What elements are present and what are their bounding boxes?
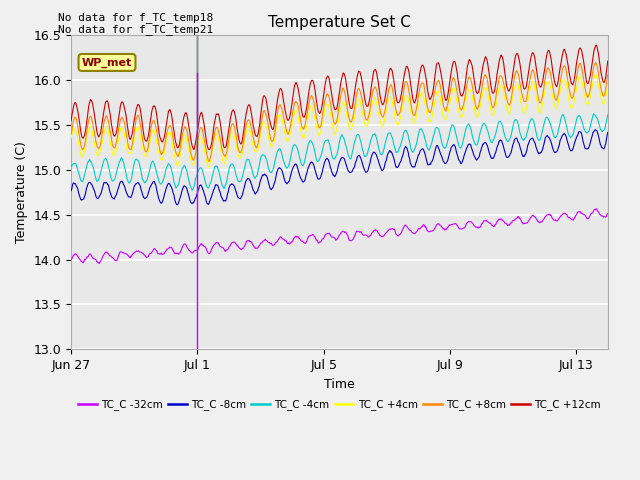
TC_C +4cm xyxy=(380,122,387,128)
TC_C +4cm xyxy=(591,72,599,78)
TC_C -8cm xyxy=(410,164,417,169)
TC_C -8cm xyxy=(592,127,600,132)
TC_C -32cm xyxy=(95,261,103,266)
Text: WP_met: WP_met xyxy=(82,57,132,68)
TC_C +12cm xyxy=(67,118,75,123)
Line: TC_C +8cm: TC_C +8cm xyxy=(71,62,608,161)
TC_C -4cm xyxy=(410,148,417,154)
TC_C +4cm xyxy=(410,119,417,125)
TC_C -4cm xyxy=(188,187,196,193)
TC_C +4cm xyxy=(100,129,108,135)
TC_C +8cm xyxy=(67,131,75,137)
TC_C -32cm xyxy=(604,211,612,216)
TC_C +4cm xyxy=(394,121,401,127)
TC_C +12cm xyxy=(410,98,417,104)
TC_C -4cm xyxy=(380,147,387,153)
TC_C -32cm xyxy=(593,206,600,212)
TC_C +4cm xyxy=(604,84,612,89)
TC_C -32cm xyxy=(410,230,417,236)
TC_C +12cm xyxy=(100,107,108,113)
TC_C -32cm xyxy=(530,214,538,219)
TC_C +12cm xyxy=(530,52,538,58)
Line: TC_C -8cm: TC_C -8cm xyxy=(71,130,608,205)
Line: TC_C -4cm: TC_C -4cm xyxy=(71,114,608,190)
TC_C +12cm xyxy=(205,147,213,153)
TC_C -8cm xyxy=(67,188,75,193)
TC_C -32cm xyxy=(394,233,401,239)
TC_C +8cm xyxy=(394,113,401,119)
TC_C -8cm xyxy=(530,138,538,144)
TC_C +8cm xyxy=(475,102,483,108)
TC_C +4cm xyxy=(475,109,483,115)
TC_C -32cm xyxy=(475,224,483,230)
TC_C +8cm xyxy=(592,60,600,65)
TC_C -4cm xyxy=(590,111,598,117)
TC_C -4cm xyxy=(604,112,612,118)
Title: Temperature Set C: Temperature Set C xyxy=(268,15,411,30)
TC_C +8cm xyxy=(410,112,417,118)
Line: TC_C -32cm: TC_C -32cm xyxy=(71,209,608,264)
TC_C +8cm xyxy=(205,158,212,164)
TC_C -8cm xyxy=(475,155,483,160)
TC_C -32cm xyxy=(67,257,75,263)
TC_C -8cm xyxy=(604,130,612,135)
TC_C -8cm xyxy=(173,202,181,208)
TC_C -8cm xyxy=(100,180,108,185)
TC_C -4cm xyxy=(530,119,538,125)
TC_C +4cm xyxy=(67,135,75,141)
TC_C -8cm xyxy=(394,165,401,170)
TC_C +4cm xyxy=(204,164,212,170)
TC_C +8cm xyxy=(380,113,387,119)
TC_C -8cm xyxy=(380,167,387,172)
Y-axis label: Temperature (C): Temperature (C) xyxy=(15,142,28,243)
TC_C -4cm xyxy=(67,163,75,169)
TC_C +12cm xyxy=(604,58,612,64)
TC_C +8cm xyxy=(100,120,108,125)
X-axis label: Time: Time xyxy=(324,378,355,391)
TC_C +12cm xyxy=(593,42,600,48)
Text: No data for f_TC_temp21: No data for f_TC_temp21 xyxy=(58,24,213,35)
TC_C -4cm xyxy=(394,149,401,155)
TC_C +12cm xyxy=(475,89,483,95)
TC_C +8cm xyxy=(604,72,612,78)
TC_C +12cm xyxy=(394,100,401,106)
Text: No data for f_TC_temp18: No data for f_TC_temp18 xyxy=(58,12,213,23)
TC_C -4cm xyxy=(475,136,483,142)
TC_C -32cm xyxy=(101,251,109,256)
TC_C -32cm xyxy=(380,233,387,239)
Legend: TC_C -32cm, TC_C -8cm, TC_C -4cm, TC_C +4cm, TC_C +8cm, TC_C +12cm: TC_C -32cm, TC_C -8cm, TC_C -4cm, TC_C +… xyxy=(74,396,605,415)
Line: TC_C +12cm: TC_C +12cm xyxy=(71,45,608,150)
Line: TC_C +4cm: TC_C +4cm xyxy=(71,75,608,167)
TC_C +4cm xyxy=(530,81,538,87)
TC_C +12cm xyxy=(380,101,387,107)
TC_C -4cm xyxy=(100,157,108,163)
TC_C +8cm xyxy=(530,69,538,75)
